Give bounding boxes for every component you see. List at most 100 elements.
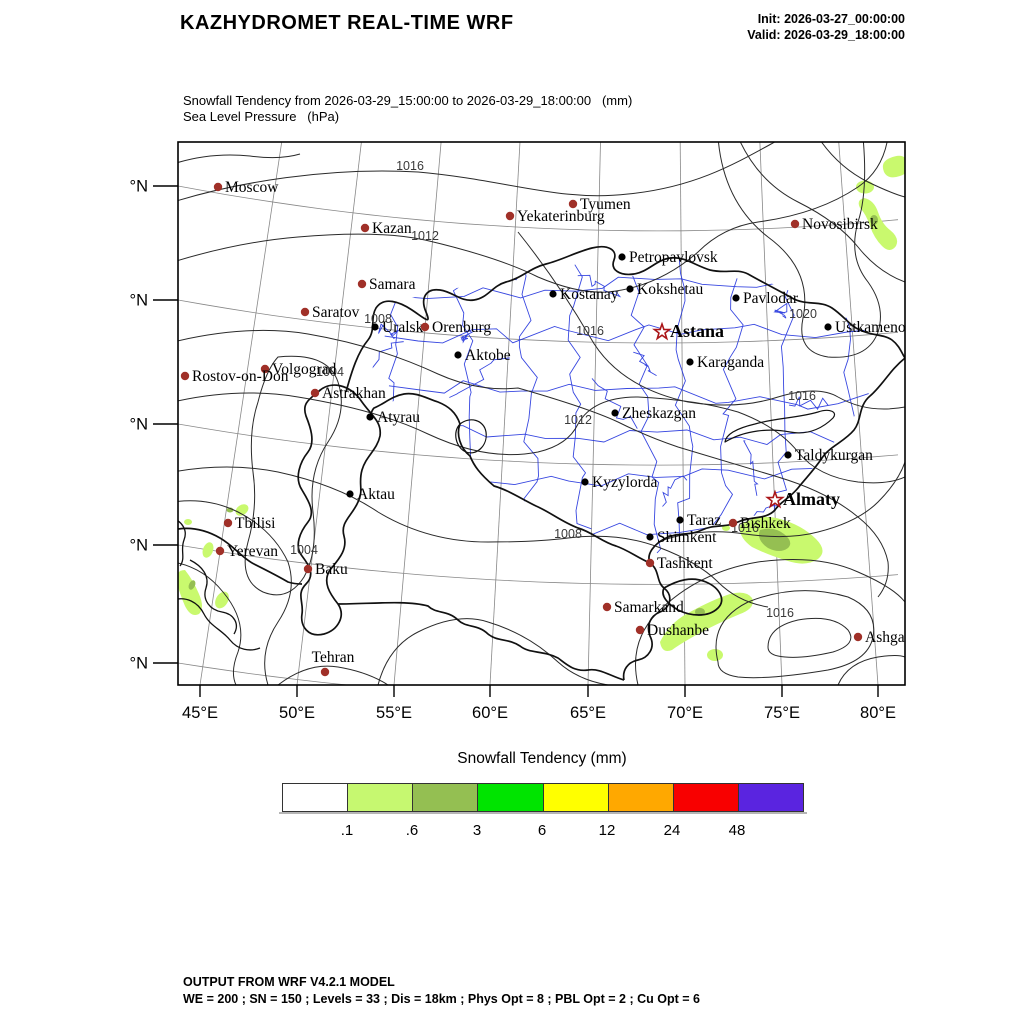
colorbar-cell <box>543 784 609 811</box>
colorbar-cell <box>738 784 803 811</box>
city-marker-astrakhan <box>310 388 320 398</box>
city-label-almaty: Almaty <box>783 489 840 509</box>
city-marker-ustkamenogorsk <box>824 323 832 331</box>
central-asia-borders <box>622 562 671 681</box>
city-marker-shimkent <box>646 533 654 541</box>
city-label-astrakhan: Astrakhan <box>322 385 386 402</box>
caucasus-border-2 <box>189 559 237 635</box>
subtitle-snowfall: Snowfall Tendency from 2026-03-29_15:00:… <box>183 93 633 108</box>
subtitle-slp: Sea Level Pressure (hPa) <box>183 109 340 124</box>
city-label-ashgabat: Ashgabat <box>865 629 920 646</box>
city-marker-orenburg <box>420 322 430 332</box>
city-marker-atyrau <box>366 413 374 421</box>
city-label-rostov-on-don: Rostov-on-Don <box>192 368 289 385</box>
run-times: Init: 2026-03-27_00:00:00 Valid: 2026-03… <box>747 11 905 43</box>
city-marker-bishkek <box>728 518 738 528</box>
city-label-tbilisi: Tbilisi <box>235 515 276 532</box>
city-marker-moscow <box>213 182 223 192</box>
kazakhstan-north-border <box>345 245 905 393</box>
plot-subtitle: Snowfall Tendency from 2026-03-29_15:00:… <box>183 93 632 125</box>
colorbar-tick-label: 6 <box>537 822 547 839</box>
kazakhstan-east-south-border <box>369 357 905 564</box>
city-marker-rostov-on-don <box>180 371 190 381</box>
city-label-astana: Astana <box>670 321 724 341</box>
city-label-kazan: Kazan <box>372 220 412 237</box>
iran-nw-border <box>178 598 261 651</box>
colorbar-title: Snowfall Tendency (mm) <box>457 750 627 767</box>
colorbar-tick-label: .1 <box>340 822 354 839</box>
city-label-kyzylorda: Kyzylorda <box>592 474 658 491</box>
city-marker-tehran <box>320 667 330 677</box>
lon-tick-label: 60°E <box>472 704 508 722</box>
city-label-samara: Samara <box>369 276 416 293</box>
colorbar-cell <box>478 784 544 811</box>
city-label-orenburg: Orenburg <box>432 319 491 336</box>
lon-tick-label: 65°E <box>570 704 606 722</box>
city-label-kostanay: Kostanay <box>560 286 619 303</box>
city-label-dushanbe: Dushanbe <box>647 622 709 639</box>
caspian-sea-coast <box>297 384 382 636</box>
fergana-border-loop <box>662 578 723 616</box>
city-label-baku: Baku <box>315 561 348 578</box>
city-label-bishkek: Bishkek <box>740 515 791 532</box>
lon-tick-label: 70°E <box>667 704 703 722</box>
city-marker-pavlodar <box>732 294 740 302</box>
city-marker-almaty <box>765 489 785 509</box>
colorbar-shadow <box>279 812 807 814</box>
city-marker-saratov <box>300 307 310 317</box>
city-label-taldykurgan: Taldykurgan <box>795 447 873 464</box>
city-marker-samara <box>357 279 367 289</box>
city-label-kokshetau: Kokshetau <box>637 281 704 298</box>
lat-tick-label: 40°N <box>130 537 148 555</box>
city-marker-petropavlovsk <box>618 253 626 261</box>
weather-map: 1016 1012 1008 1004 1016 1020 1016 1012 1008 1016… <box>130 141 920 722</box>
lat-tick-label: 55°N <box>130 178 148 196</box>
city-label-tashkent: Tashkent <box>657 555 713 572</box>
colorbar-tick-label: 24 <box>663 822 681 839</box>
lon-tick-label: 45°E <box>182 704 218 722</box>
pressure-label: 1016 <box>731 521 759 535</box>
city-label-petropavlovsk: Petropavlovsk <box>629 249 718 266</box>
graticule-grid <box>178 142 899 685</box>
page-title: KAZHYDROMET REAL-TIME WRF <box>180 12 514 34</box>
pressure-label: 1012 <box>564 413 592 427</box>
city-label-saratov: Saratov <box>312 304 360 321</box>
city-label-zheskazgan: Zheskazgan <box>622 405 696 422</box>
pressure-label: 1008 <box>364 312 392 326</box>
black-sea-coast <box>178 520 186 567</box>
city-label-yerevan: Yerevan <box>227 543 278 560</box>
lat-tick-label: 45°N <box>130 416 148 434</box>
city-label-uralsk: Uralsk <box>382 319 424 336</box>
colorbar <box>282 783 804 812</box>
city-marker-tyumen <box>568 199 578 209</box>
city-label-taraz: Taraz <box>687 512 721 529</box>
pressure-label: 1016 <box>396 159 424 173</box>
lon-tick-label: 80°E <box>860 704 896 722</box>
city-marker-taldykurgan <box>784 451 792 459</box>
map-frame <box>177 141 906 686</box>
city-marker-yekaterinburg <box>505 211 515 221</box>
lon-tick-label: 75°E <box>764 704 800 722</box>
city-marker-dushanbe <box>635 625 645 635</box>
city-label-novosibirsk: Novosibirsk <box>802 216 878 233</box>
city-marker-volgograd <box>260 364 270 374</box>
turkmen-afghan-border <box>337 601 625 681</box>
caucasus-border-1 <box>178 527 303 585</box>
city-label-tehran: Tehran <box>312 649 355 666</box>
footer-line2: WE = 200 ; SN = 150 ; Levels = 33 ; Dis … <box>183 992 700 1006</box>
colorbar-cell <box>673 784 739 811</box>
city-marker-yerevan <box>215 546 225 556</box>
city-label-aktobe: Aktobe <box>465 347 511 364</box>
city-label-atyrau: Atyrau <box>377 409 420 426</box>
city-marker-tashkent <box>645 558 655 568</box>
city-marker-novosibirsk <box>790 219 800 229</box>
footer-model-info: OUTPUT FROM WRF V4.2.1 MODEL WE = 200 ; … <box>183 974 700 1008</box>
city-label-moscow: Moscow <box>225 179 279 196</box>
colorbar-tick-label: 12 <box>598 822 616 839</box>
colorbar-tick-row: .1 .6 3 6 12 24 48 <box>282 822 802 842</box>
colorbar-cell <box>283 784 349 811</box>
colorbar-tick-label: .6 <box>405 822 419 839</box>
snowfall-shading <box>178 155 905 661</box>
